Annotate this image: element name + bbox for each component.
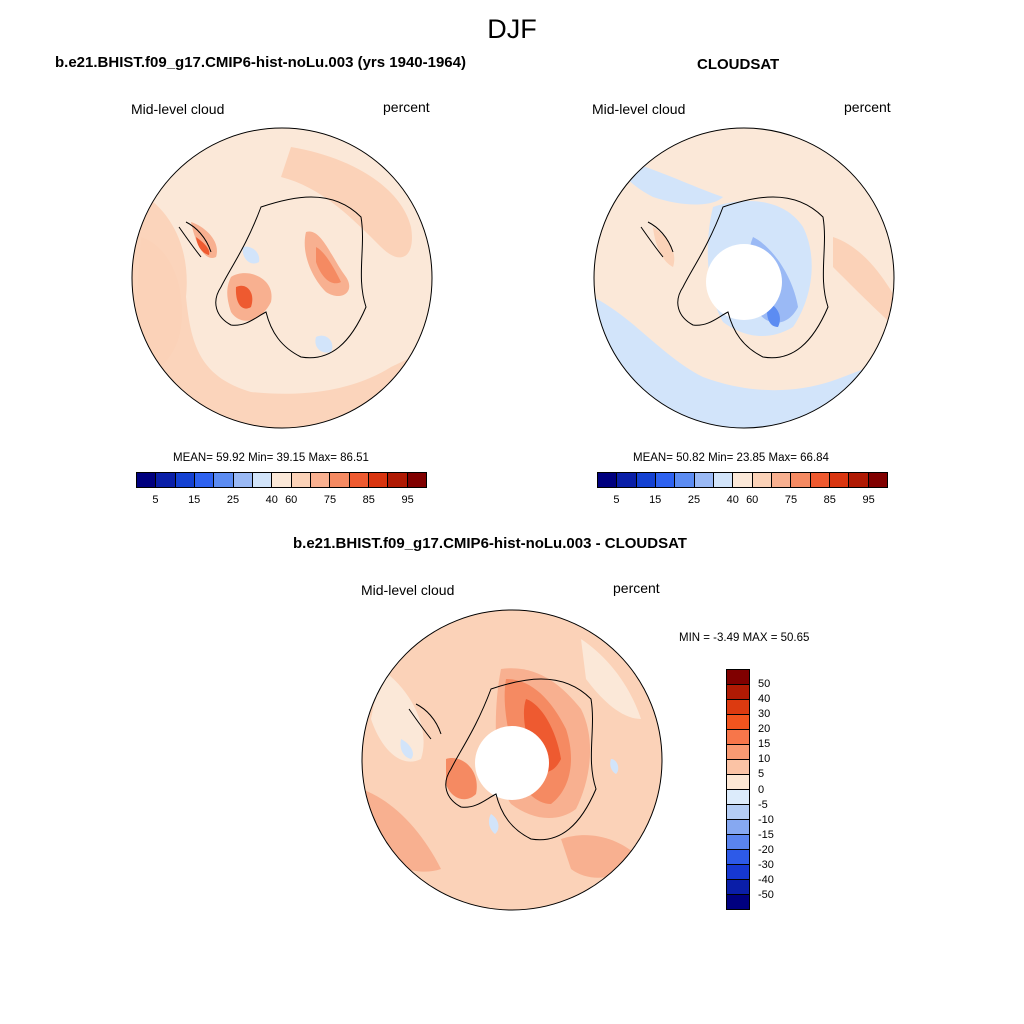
colorbar-tick-label: 25 [226, 494, 240, 506]
panel1-variable-label: Mid-level cloud [131, 101, 225, 117]
panel2-polar-map [593, 127, 895, 429]
colorbar-swatch [310, 473, 331, 487]
colorbar-tick-label: -15 [758, 828, 774, 841]
colorbar-tick-label: 15 [188, 494, 201, 506]
colorbar-tick-label: -40 [758, 873, 774, 886]
panel2-variable-label: Mid-level cloud [592, 101, 686, 117]
colorbar-swatch [727, 820, 749, 835]
colorbar-swatch [727, 775, 749, 790]
panel1-colorbar [136, 472, 427, 488]
colorbar-tick-label: 40 [265, 494, 278, 506]
colorbar-swatch [868, 473, 887, 487]
colorbar-swatch [694, 473, 714, 487]
colorbar-tick-label: 85 [823, 494, 836, 506]
colorbar-tick-label: -10 [758, 813, 774, 826]
colorbar-tick-label: 95 [862, 494, 875, 506]
colorbar-swatch [727, 895, 749, 909]
colorbar-tick-label: 0 [758, 783, 765, 796]
colorbar-swatch [194, 473, 215, 487]
colorbar-swatch [291, 473, 311, 487]
colorbar-swatch [727, 790, 749, 805]
colorbar-swatch [233, 473, 253, 487]
colorbar-swatch [388, 473, 408, 487]
colorbar-swatch [727, 835, 749, 850]
panel3-stats: MIN = -3.49 MAX = 50.65 [679, 632, 810, 644]
colorbar-tick-label: 95 [401, 494, 414, 506]
panel1-polar-map [131, 127, 433, 429]
colorbar-tick-label: 60 [746, 494, 759, 506]
colorbar-swatch [791, 473, 811, 487]
colorbar-tick-label: 5 [758, 768, 765, 781]
colorbar-tick-label: -50 [758, 888, 774, 901]
colorbar-swatch [727, 685, 749, 700]
colorbar-swatch [137, 473, 157, 487]
panel3-polar-map [361, 609, 663, 911]
colorbar-tick-label: 25 [687, 494, 701, 506]
panel3-variable-label: Mid-level cloud [361, 582, 455, 598]
colorbar-swatch [727, 850, 749, 865]
colorbar-tick-label: 15 [649, 494, 662, 506]
colorbar-tick-label: 15 [758, 738, 771, 751]
colorbar-swatch [727, 760, 749, 775]
season-title: DJF [487, 14, 537, 44]
colorbar-swatch [727, 715, 749, 730]
colorbar-swatch [655, 473, 676, 487]
colorbar-swatch [727, 805, 749, 820]
panel1-title: b.e21.BHIST.f09_g17.CMIP6-hist-noLu.003 … [55, 54, 466, 71]
panel1-stats: MEAN= 59.92 Min= 39.15 Max= 86.51 [173, 452, 369, 464]
colorbar-swatch [727, 745, 749, 760]
colorbar-swatch [727, 880, 749, 895]
colorbar-tick-label: 40 [726, 494, 739, 506]
colorbar-tick-label: 50 [758, 678, 771, 691]
colorbar-swatch [675, 473, 695, 487]
panel2-units-label: percent [844, 99, 891, 115]
panel2-colorbar [597, 472, 888, 488]
colorbar-tick-label: 85 [362, 494, 375, 506]
colorbar-swatch [727, 670, 749, 685]
colorbar-tick-label: -20 [758, 843, 774, 856]
colorbar-tick-label: 60 [285, 494, 298, 506]
colorbar-tick-label: 10 [758, 753, 771, 766]
colorbar-swatch [330, 473, 350, 487]
colorbar-swatch [156, 473, 176, 487]
colorbar-tick-label: 5 [613, 494, 620, 506]
colorbar-swatch [752, 473, 772, 487]
colorbar-swatch [617, 473, 637, 487]
colorbar-swatch [727, 730, 749, 745]
colorbar-swatch [771, 473, 792, 487]
colorbar-tick-label: 40 [758, 693, 771, 706]
colorbar-tick-label: -30 [758, 858, 774, 871]
colorbar-swatch [368, 473, 389, 487]
colorbar-swatch [829, 473, 850, 487]
colorbar-swatch [214, 473, 234, 487]
colorbar-tick-label: 75 [784, 494, 798, 506]
colorbar-swatch [272, 473, 292, 487]
colorbar-swatch [849, 473, 869, 487]
colorbar-tick-label: 5 [152, 494, 159, 506]
colorbar-swatch [349, 473, 369, 487]
colorbar-swatch [810, 473, 830, 487]
panel3-title: b.e21.BHIST.f09_g17.CMIP6-hist-noLu.003 … [293, 535, 687, 552]
colorbar-swatch [636, 473, 656, 487]
colorbar-tick-label: 20 [758, 723, 771, 736]
colorbar-swatch [598, 473, 618, 487]
panel3-units-label: percent [613, 580, 660, 596]
colorbar-swatch [713, 473, 734, 487]
panel2-title: CLOUDSAT [697, 56, 780, 73]
colorbar-tick-label: 30 [758, 708, 771, 721]
colorbar-swatch [727, 865, 749, 880]
colorbar-swatch [733, 473, 753, 487]
colorbar-swatch [252, 473, 273, 487]
panel2-stats: MEAN= 50.82 Min= 23.85 Max= 66.84 [633, 452, 829, 464]
panel1-units-label: percent [383, 99, 430, 115]
colorbar-swatch [175, 473, 195, 487]
colorbar-tick-label: -5 [758, 798, 768, 811]
panel3-colorbar [726, 669, 750, 910]
colorbar-swatch [407, 473, 426, 487]
colorbar-swatch [727, 700, 749, 715]
colorbar-tick-label: 75 [323, 494, 337, 506]
